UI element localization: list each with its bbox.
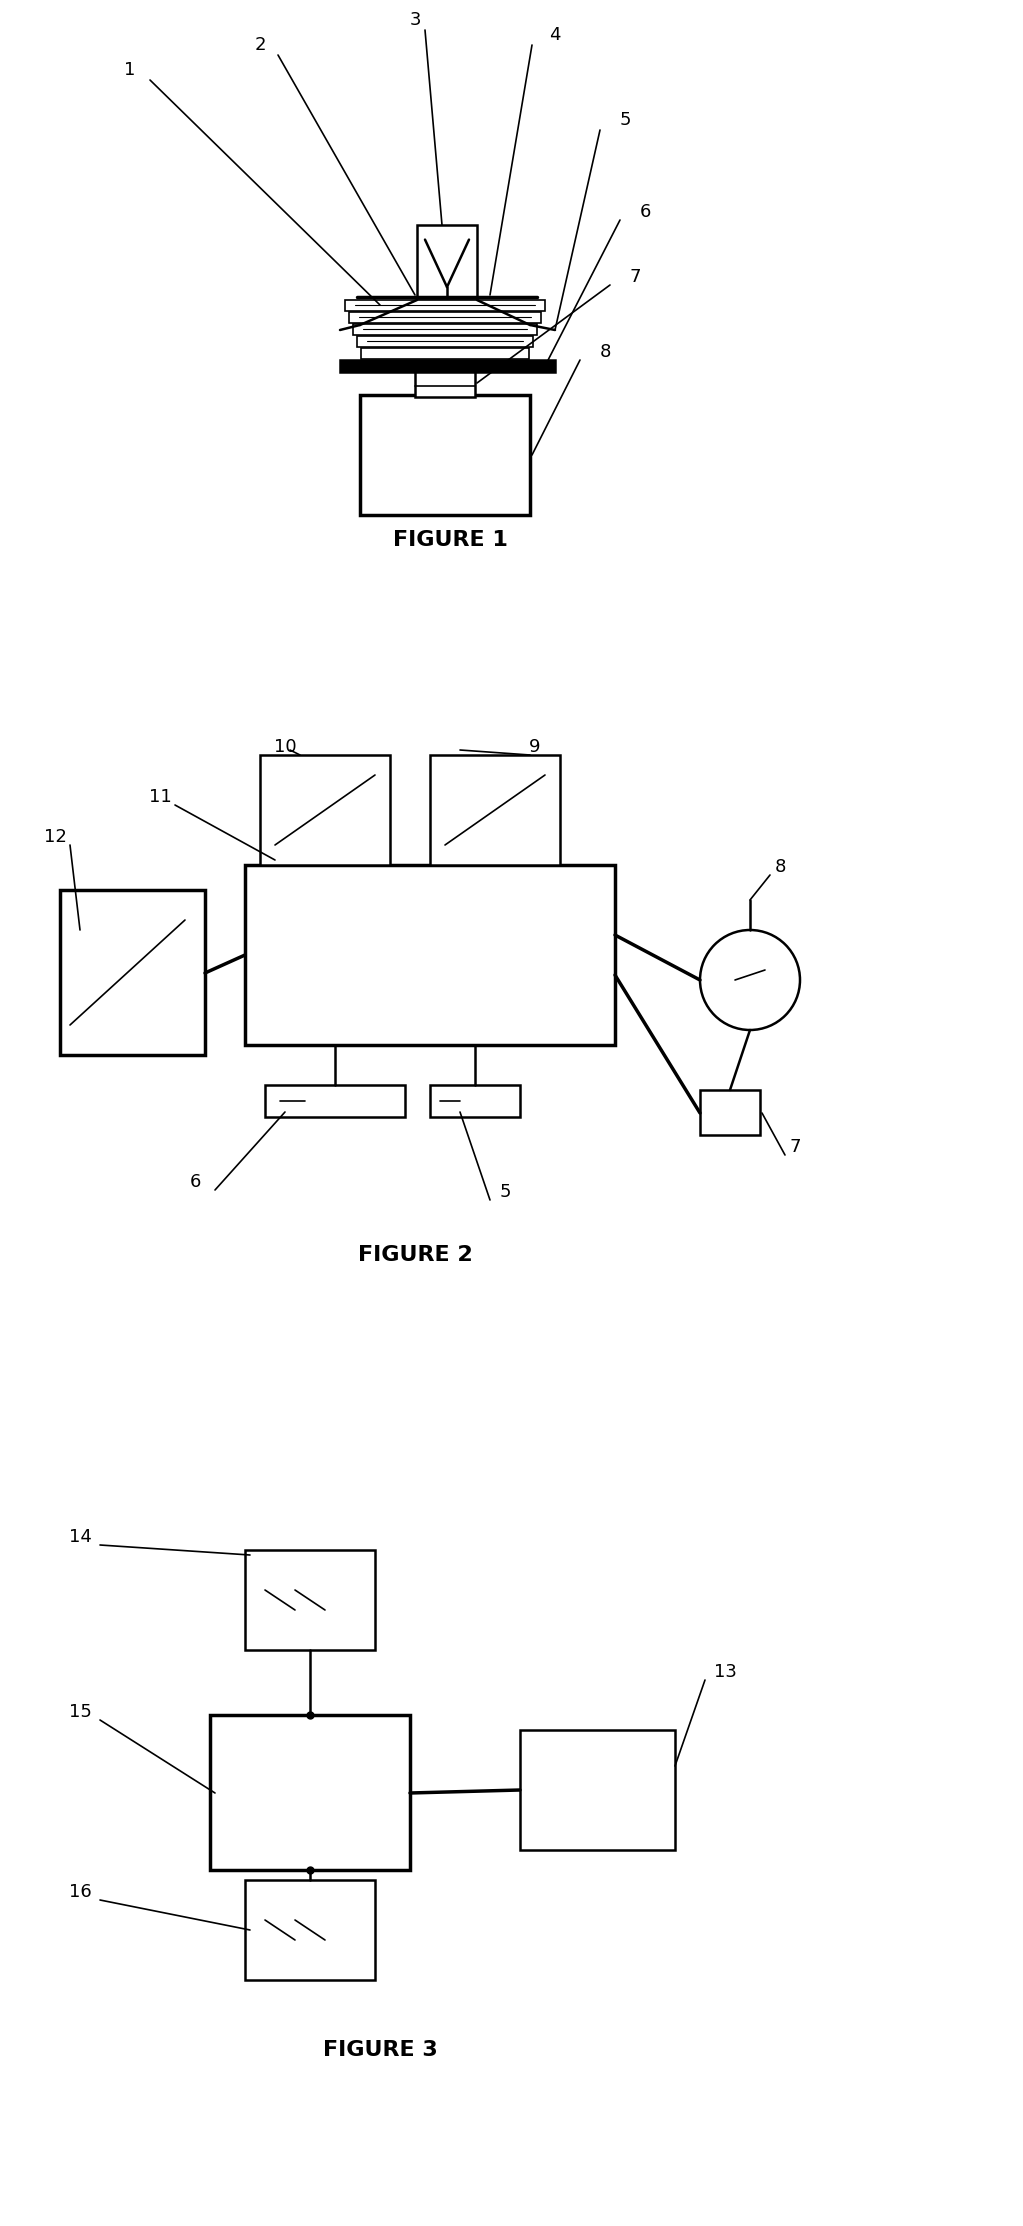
Text: 15: 15 — [69, 1703, 91, 1721]
Bar — [244, 1881, 375, 1979]
Text: 7: 7 — [790, 1137, 801, 1155]
Text: 10: 10 — [274, 739, 297, 757]
Text: 8: 8 — [599, 343, 611, 361]
Text: 1: 1 — [125, 60, 136, 78]
Bar — [210, 1714, 410, 1870]
Text: 5: 5 — [499, 1182, 510, 1202]
Bar — [345, 301, 545, 312]
Text: 6: 6 — [189, 1173, 201, 1191]
Text: FIGURE 1: FIGURE 1 — [393, 530, 507, 550]
Bar — [430, 755, 560, 866]
Text: 7: 7 — [629, 267, 640, 285]
Text: 16: 16 — [69, 1883, 91, 1901]
Bar — [415, 370, 475, 396]
Bar — [361, 347, 529, 358]
Text: 6: 6 — [639, 203, 651, 220]
Text: 9: 9 — [529, 739, 541, 757]
Bar — [353, 325, 537, 334]
Bar — [340, 361, 555, 372]
Bar — [244, 1549, 375, 1649]
Bar — [417, 225, 477, 298]
Bar — [360, 394, 530, 514]
Bar — [60, 890, 205, 1055]
Bar — [260, 755, 390, 866]
Text: 11: 11 — [148, 788, 172, 806]
Text: FIGURE 3: FIGURE 3 — [322, 2039, 438, 2059]
Bar — [430, 1084, 520, 1117]
Text: 14: 14 — [69, 1527, 91, 1547]
Text: 5: 5 — [619, 111, 631, 129]
Bar — [357, 336, 533, 347]
Bar — [265, 1084, 405, 1117]
Bar — [520, 1730, 675, 1850]
Text: 2: 2 — [255, 36, 266, 53]
Text: 4: 4 — [549, 27, 561, 45]
Bar — [700, 1091, 760, 1135]
Bar — [349, 312, 541, 323]
Bar — [244, 866, 615, 1044]
Text: 8: 8 — [774, 857, 786, 877]
Text: FIGURE 2: FIGURE 2 — [358, 1244, 473, 1264]
Text: 3: 3 — [409, 11, 420, 29]
Text: 12: 12 — [44, 828, 66, 846]
Text: 13: 13 — [714, 1663, 737, 1681]
